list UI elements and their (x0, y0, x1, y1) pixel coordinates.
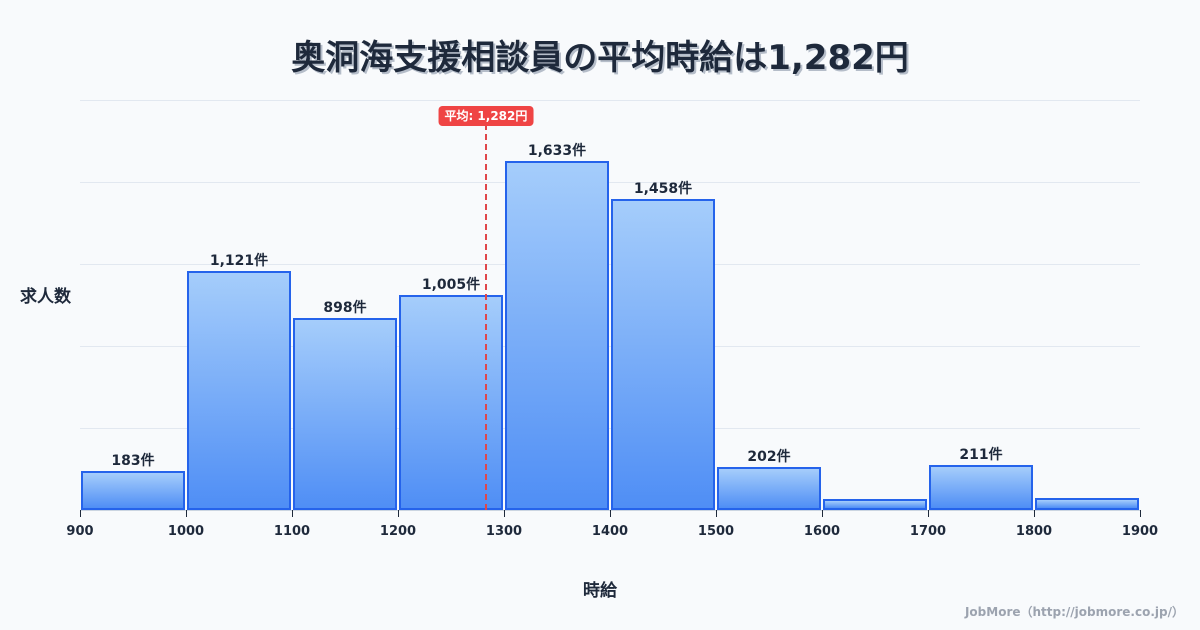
x-tick-label: 900 (66, 524, 94, 539)
x-tick (504, 510, 505, 517)
x-tick (398, 510, 399, 517)
bar-value-label: 1,005件 (421, 277, 481, 293)
mean-badge: 平均: 1,282円 (438, 106, 534, 126)
x-tick-label: 1400 (591, 524, 629, 539)
x-tick-label: 1200 (379, 524, 417, 539)
bar-value-label: 1,458件 (633, 181, 693, 197)
x-tick-label: 1100 (273, 524, 311, 539)
x-axis-label: 時給 (583, 581, 617, 601)
x-tick (928, 510, 929, 517)
histogram-bar (929, 465, 1033, 510)
x-tick-label: 1600 (803, 524, 841, 539)
mean-line (484, 124, 487, 510)
bar-value-label: 1,633件 (527, 143, 587, 159)
y-axis-label: 求人数 (20, 287, 71, 307)
histogram-bar (399, 295, 503, 510)
histogram-bar (293, 318, 397, 510)
x-tick-label: 1800 (1015, 524, 1053, 539)
bar-value-label: 898件 (323, 300, 367, 316)
bar-value-label: 1,121件 (209, 253, 269, 269)
bar-value-label: 211件 (959, 447, 1003, 463)
x-tick-label: 1500 (697, 524, 735, 539)
chart-title: 奥洞海支援相談員の平均時給は1,282円 (291, 38, 909, 78)
x-tick-label: 1000 (167, 524, 205, 539)
histogram-bar (1035, 498, 1139, 510)
x-tick (822, 510, 823, 517)
plot-area: 183件 1,121件 898件 1,005件 1,633件 1,458件 202件 211件… (66, 100, 1158, 539)
gridline (80, 100, 1140, 101)
bar-value-label: 183件 (111, 453, 155, 469)
x-tick (716, 510, 717, 517)
histogram-bar (505, 161, 609, 510)
histogram-bar (187, 271, 291, 510)
x-tick (80, 510, 81, 517)
histogram-bar (823, 499, 927, 510)
histogram-bar (717, 467, 821, 510)
x-tick-label: 1700 (909, 524, 947, 539)
x-tick (1140, 510, 1141, 517)
histogram-bar (611, 199, 715, 510)
histogram-bar (81, 471, 185, 510)
gridline (80, 182, 1140, 183)
gridline (80, 346, 1140, 347)
bar-value-label: 202件 (747, 449, 791, 465)
x-tick (610, 510, 611, 517)
x-tick-label: 1300 (485, 524, 523, 539)
x-tick (1034, 510, 1035, 517)
gridline (80, 428, 1140, 429)
gridline (80, 264, 1140, 265)
x-tick (186, 510, 187, 517)
x-tick-label: 1900 (1121, 524, 1159, 539)
source-credit: JobMore（http://jobmore.co.jp/） (964, 605, 1184, 619)
x-tick (292, 510, 293, 517)
